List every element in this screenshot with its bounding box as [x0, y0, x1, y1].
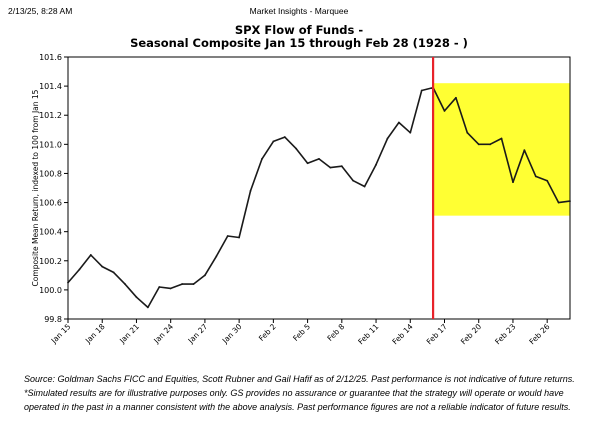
data-point [340, 165, 343, 168]
data-point [512, 181, 514, 184]
y-tick-label: 99.8 [44, 315, 62, 324]
data-point [146, 306, 149, 309]
y-axis-title: Composite Mean Return, indexed to 100 fr… [31, 89, 40, 286]
data-point [306, 162, 309, 165]
data-point [477, 143, 480, 146]
data-point [78, 268, 81, 271]
data-point [466, 131, 469, 134]
data-point [169, 287, 172, 290]
source-note: Source: Goldman Sachs FICC and Equities,… [24, 374, 575, 412]
data-point [352, 179, 355, 182]
y-tick-label: 100.6 [39, 199, 62, 208]
y-tick-label: 101.4 [39, 82, 62, 91]
chart-title-block: SPX Flow of Funds - Seasonal Composite J… [0, 24, 598, 50]
data-point [534, 175, 537, 178]
x-tick-label: Jan 27 [186, 322, 210, 346]
x-tick-label: Jan 15 [49, 322, 73, 346]
data-point [261, 157, 263, 160]
data-point [500, 137, 503, 140]
x-tick-label: Feb 5 [291, 322, 312, 343]
data-point [101, 265, 104, 268]
data-point [124, 283, 126, 285]
data-point [557, 201, 560, 204]
data-point [192, 283, 195, 285]
data-point [329, 166, 332, 169]
x-tick-label: Feb 8 [325, 322, 346, 343]
data-point [420, 89, 423, 92]
data-point [295, 147, 298, 150]
data-point [249, 190, 252, 192]
data-point [204, 274, 206, 277]
x-tick-label: Feb 14 [390, 322, 414, 346]
x-tick-label: Feb 26 [527, 322, 551, 346]
x-tick-label: Jan 21 [117, 322, 141, 346]
data-point [363, 185, 366, 188]
data-point [455, 96, 457, 99]
line-chart: 99.8 100.0 100.2 100.4 100.6 100.8 101.0 101.2 1… [31, 53, 571, 346]
y-tick-label: 101.2 [39, 111, 62, 120]
data-point [386, 137, 389, 140]
chart-title: SPX Flow of Funds - [234, 23, 364, 37]
timestamp: 2/13/25, 8:28 AM [8, 6, 73, 16]
data-point [226, 235, 229, 237]
y-tick-label: 100.0 [39, 286, 62, 295]
chart-subtitle: Seasonal Composite Jan 15 through Feb 28… [130, 36, 468, 50]
x-tick-label: Feb 11 [356, 322, 380, 346]
y-tick-label: 100.4 [39, 228, 62, 237]
data-point [318, 157, 320, 160]
y-tick-label: 101.0 [39, 140, 62, 149]
x-tick-label: Feb 20 [459, 322, 483, 346]
page-header-title: Market Insights - Marquee [249, 6, 349, 16]
x-tick-label: Feb 2 [257, 322, 278, 343]
y-tick-label: 100.8 [39, 169, 62, 178]
data-point [375, 163, 377, 166]
x-tick-label: Jan 24 [151, 322, 175, 346]
data-point [181, 283, 183, 285]
data-point [238, 236, 241, 239]
x-tick-label: Jan 18 [83, 322, 107, 346]
data-point [409, 131, 412, 134]
data-point [89, 254, 92, 256]
highlight-region [433, 83, 570, 216]
data-point [523, 149, 526, 152]
data-point [112, 271, 115, 274]
y-tick-label: 100.2 [39, 257, 62, 266]
plot-frame [67, 56, 571, 320]
data-point [135, 296, 138, 299]
x-tick-label: Feb 17 [425, 322, 449, 346]
x-tick-label: Feb 23 [493, 322, 517, 346]
data-point [397, 121, 400, 124]
data-point [443, 109, 446, 112]
data-point [272, 140, 275, 143]
data-point [569, 200, 571, 203]
data-point [546, 179, 549, 182]
data-point [283, 136, 286, 138]
data-point [489, 143, 492, 146]
data-point [158, 286, 161, 288]
x-tick-label: Jan 30 [220, 322, 244, 346]
data-point [67, 281, 69, 284]
data-point [215, 255, 218, 258]
y-tick-label: 101.6 [39, 53, 62, 62]
